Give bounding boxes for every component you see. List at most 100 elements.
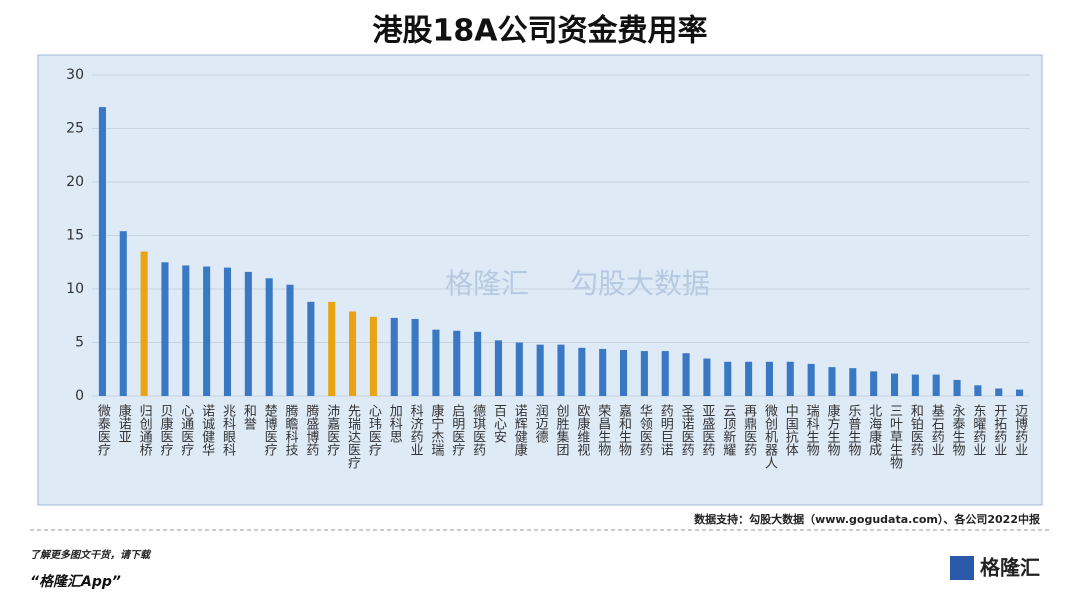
bar: [369, 316, 377, 396]
x-tick-label: 华领医药: [637, 404, 653, 456]
bar: [494, 340, 503, 396]
bar: [807, 363, 815, 396]
x-tick-label: 圣诺医药: [679, 404, 695, 456]
bar: [661, 351, 669, 396]
bar: [390, 317, 398, 396]
bar: [557, 344, 565, 396]
bar: [515, 342, 523, 396]
y-tick-label: 5: [75, 335, 84, 351]
bar: [974, 385, 982, 396]
x-tick-label: 嘉和生物: [616, 404, 632, 457]
bar: [870, 371, 878, 396]
x-tick-label: 亚盛医药: [699, 404, 715, 456]
bar: [911, 374, 919, 396]
x-tick-label: 药明巨诺: [658, 404, 674, 456]
bar: [640, 351, 648, 396]
x-tick-label: 百心安: [491, 404, 507, 443]
x-tick-label: 欧康维视: [574, 404, 590, 456]
x-tick-label: 基石药业: [929, 404, 945, 456]
bar: [203, 266, 211, 396]
bar: [161, 262, 169, 396]
x-tick-label: 腾瞻科技: [283, 403, 299, 456]
bar: [599, 348, 607, 396]
x-tick-label: 德琪医药: [470, 404, 486, 456]
bar: [1016, 389, 1024, 396]
bar: [411, 318, 419, 396]
x-tick-label: 永泰生物: [950, 404, 966, 457]
x-tick-label: 沛嘉医疗: [324, 404, 340, 456]
bar: [265, 278, 273, 396]
bar: [474, 331, 482, 396]
x-tick-label: 加科思: [387, 404, 403, 443]
x-tick-label: 乐普生物: [845, 404, 861, 457]
x-tick-label: 康诺亚: [116, 403, 131, 443]
x-tick-label: 微泰医疗: [95, 404, 111, 456]
bar: [932, 374, 940, 396]
footer-app: “格隆汇App”: [30, 573, 121, 590]
x-tick-label: 康方生物: [824, 403, 840, 457]
x-tick-label: 开拓药业: [991, 404, 1007, 456]
x-tick-label: 和铂医药: [908, 404, 924, 456]
bar: [286, 284, 294, 396]
x-tick-label: 再鼎医药: [741, 404, 757, 456]
bar: [349, 311, 357, 396]
x-tick-label: 心玮医疗: [366, 404, 382, 456]
x-tick-label: 三叶草生物: [887, 404, 903, 470]
x-tick-label: 诺辉健康: [512, 404, 528, 456]
bar: [453, 330, 461, 396]
bar: [307, 301, 315, 396]
bar: [682, 353, 690, 396]
x-tick-label: 荣昌生物: [595, 404, 611, 457]
bar: [765, 361, 773, 396]
bar: [119, 231, 127, 396]
bar: [578, 347, 586, 396]
x-tick-label: 瑞科生物: [804, 404, 820, 457]
watermark: 格隆汇: [445, 267, 529, 300]
logo-icon: [950, 556, 974, 580]
x-tick-label: 微创机器人: [762, 404, 778, 469]
x-tick-label: 东曜药业: [970, 404, 986, 456]
y-tick-label: 15: [66, 228, 84, 244]
x-tick-label: 润迈德: [533, 404, 549, 443]
y-tick-label: 20: [66, 174, 84, 190]
x-tick-label: 归创通桥: [137, 404, 153, 457]
bar: [890, 373, 899, 396]
x-tick-label: 康宁杰瑞: [428, 403, 444, 456]
bar: [995, 388, 1003, 396]
x-tick-label: 科济药业: [408, 404, 424, 456]
chart-title: 港股18A公司资金费用率: [373, 14, 708, 49]
bar: [849, 368, 857, 396]
logo: 格隆汇: [980, 556, 1040, 580]
bar: [98, 107, 106, 396]
bar: [828, 367, 836, 396]
y-tick-label: 30: [66, 67, 84, 83]
x-tick-label: 中国抗体: [783, 404, 799, 456]
x-tick-label: 北海康成: [866, 404, 882, 457]
y-tick-label: 0: [75, 388, 84, 404]
bar: [724, 361, 732, 396]
bar: [244, 271, 252, 396]
x-tick-label: 云顶新耀: [720, 404, 736, 457]
bar: [536, 344, 544, 396]
bar: [745, 361, 753, 396]
y-tick-label: 10: [66, 281, 84, 297]
bar: [140, 251, 148, 396]
y-tick-label: 25: [66, 121, 84, 137]
bar: [182, 265, 190, 396]
x-tick-label: 心通医疗: [178, 404, 194, 456]
bar: [223, 267, 232, 396]
bar: [619, 349, 628, 396]
x-tick-label: 和誉: [241, 404, 256, 431]
x-tick-label: 兆科眼科: [220, 404, 236, 456]
bar: [703, 358, 711, 396]
x-tick-label: 腾盛博药: [303, 403, 319, 456]
x-tick-label: 迈博药业: [1012, 404, 1028, 456]
x-tick-label: 先瑞达医疗: [345, 404, 361, 469]
footer-text: 了解更多图文干货，请下载: [30, 549, 152, 561]
bar: [953, 379, 961, 396]
x-tick-label: 贝康医疗: [157, 404, 173, 456]
watermark: 勾股大数据: [570, 267, 710, 300]
source: 数据支持：勾股大数据（www.gogudata.com）、各公司2022中报: [694, 512, 1041, 526]
bar: [786, 361, 794, 396]
